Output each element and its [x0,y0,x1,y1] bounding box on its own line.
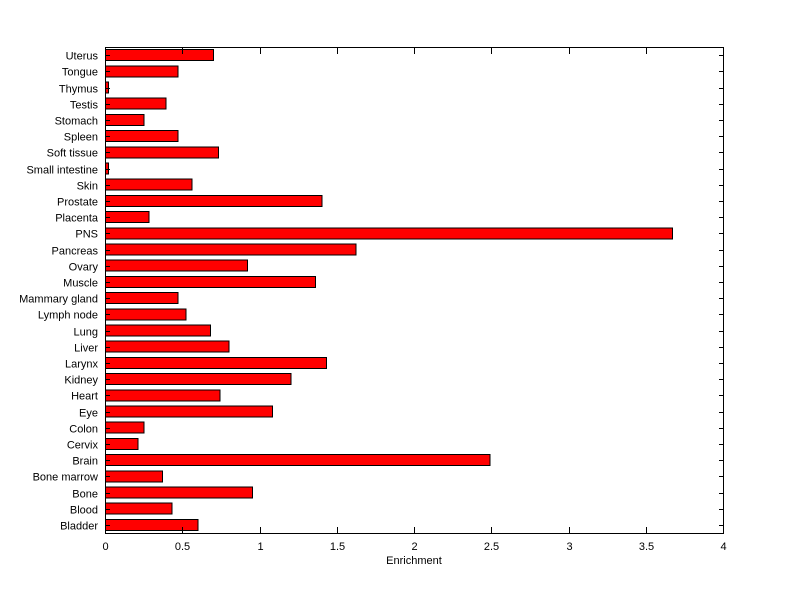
y-tick-label: Testis [70,100,99,112]
y-tick-label: Kidney [64,375,98,387]
bar [105,97,167,110]
bar [105,211,150,224]
y-tick-label: Small intestine [26,165,98,177]
bar [105,49,215,62]
bar [105,470,164,483]
bar [105,146,219,159]
axis-box [105,47,724,534]
bar [105,65,179,78]
y-tick-label: Brain [72,456,98,468]
bar [105,113,145,126]
y-tick-label: Colon [69,424,98,436]
y-tick-label: Mammary gland [19,294,98,306]
x-tick-label: 1 [257,541,263,553]
y-tick-label: Heart [71,391,98,403]
plot-background [105,47,723,533]
y-tick-label: Blood [70,505,98,517]
y-tick-label: Lymph node [38,310,98,322]
y-tick-label: Prostate [57,197,98,209]
x-tick-label: 3 [566,541,572,553]
bar [105,130,179,143]
bar [105,389,221,402]
y-tick-label: Spleen [64,132,98,144]
bar [105,227,673,240]
bar [105,454,491,467]
bar [105,356,327,369]
bar [105,194,323,207]
y-tick-label: Skin [77,181,98,193]
y-tick-label: Bone marrow [33,472,98,484]
ticks-group [105,48,724,533]
bar [105,178,193,191]
x-axis-label: Enrichment [386,555,442,567]
bar [105,259,249,272]
y-tick-label: PNS [75,229,98,241]
y-tick-label: Larynx [65,359,99,371]
bar [105,502,173,515]
y-tick-label: Pancreas [52,246,99,258]
x-tick-label: 3.5 [639,541,654,553]
bar [105,421,145,434]
x-tick-label: 1.5 [330,541,345,553]
y-tick-label: Bone [72,489,98,501]
bar [105,486,253,499]
y-tick-label: Placenta [55,213,99,225]
x-tick-label: 0 [102,541,108,553]
bar [105,405,273,418]
x-tick-label: 0.5 [175,541,190,553]
bar [105,518,199,531]
x-tick-label: 4 [720,541,726,553]
y-tick-label: Cervix [67,440,99,452]
y-tick-label: Uterus [66,51,99,63]
bar [105,292,179,305]
x-tick-label: 2 [411,541,417,553]
y-tick-label: Thymus [59,84,99,96]
bar [105,373,292,386]
y-tick-label: Soft tissue [47,148,98,160]
y-tick-label: Muscle [63,278,98,290]
y-tick-label: Liver [74,343,98,355]
y-tick-label: Bladder [60,521,98,533]
bar [105,340,230,353]
y-tick-label: Tongue [62,67,98,79]
bar [105,308,187,321]
bar [105,437,139,450]
y-tick-label: Lung [74,327,98,339]
x-tick-label: 2.5 [484,541,499,553]
bar [105,243,357,256]
y-tick-label: Eye [79,408,98,420]
bar [105,324,212,337]
bars-group [105,49,673,531]
y-tick-label: Stomach [55,116,98,128]
y-tick-label: Ovary [69,262,99,274]
bar [105,275,317,288]
